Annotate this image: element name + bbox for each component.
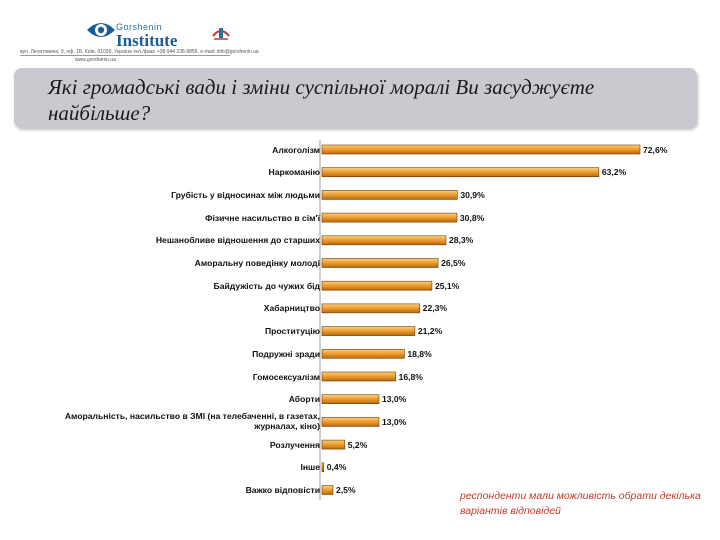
category-label: Розлучення (269, 439, 320, 450)
value-label: 13,0% (381, 394, 407, 405)
category-label: Алкоголізм (272, 144, 320, 155)
logo-address: вул. Леонтовича, 9, оф. 1Б, Київ, 01030,… (20, 49, 259, 55)
bar (321, 394, 380, 405)
category-label: Аморальність, насильство в ЗМІ (на телеб… (64, 411, 320, 432)
value-label: 26,5% (441, 258, 466, 268)
value-label: 25,1% (434, 280, 460, 291)
value-label: 18,8% (407, 348, 432, 359)
category-label: Наркоманію (268, 167, 321, 178)
value-label: 0,4% (326, 462, 347, 473)
value-label: 21,2% (417, 326, 443, 337)
bar (321, 462, 325, 473)
bar (321, 190, 458, 200)
bar (321, 235, 447, 246)
bar (321, 439, 346, 450)
bar (321, 167, 600, 177)
value-label: 30,9% (460, 189, 485, 200)
bar (321, 280, 433, 291)
category-label: Гомосексуалізм (252, 371, 320, 382)
value-label: 72,6% (643, 144, 668, 155)
bar (321, 417, 380, 427)
value-label: 16,8% (398, 371, 423, 382)
bar (321, 144, 641, 155)
category-label: Подружні зради (252, 348, 320, 359)
category-label: Фізичне насильство в сім'ї (205, 212, 320, 223)
logo-divider (20, 55, 230, 56)
category-label: Грубість у відносинах між людьми (171, 189, 320, 200)
category-label: Нешанобливе відношення до старших (155, 235, 320, 246)
bar (321, 258, 439, 268)
title-banner (14, 68, 697, 128)
bar (321, 371, 396, 382)
bar (321, 348, 405, 359)
category-label: Хабарництво (263, 303, 320, 314)
eye-logo-icon (87, 23, 115, 37)
category-label: Важко відповісти (245, 485, 320, 495)
bar (321, 485, 334, 495)
category-label: Байдужість до чужих бід (213, 280, 320, 291)
company-logo: Gorshenin Institute вул. Леонтовича, 9, … (20, 10, 320, 70)
page-title: Які громадські вади і зміни суспільної м… (48, 75, 595, 125)
value-label: 13,0% (381, 416, 407, 427)
value-label: 5,2% (347, 439, 368, 450)
bars-group (321, 144, 641, 495)
emblem-icon (212, 28, 230, 40)
value-label: 22,3% (422, 303, 448, 314)
value-label: 30,8% (459, 212, 485, 223)
bar (321, 212, 458, 223)
logo-name-top: Gorshenin (116, 22, 163, 32)
value-label: 63,2% (601, 167, 627, 178)
category-label: Проституцію (264, 326, 320, 337)
category-label: Аморальну поведінку молоді (194, 258, 320, 268)
category-label: Аборти (288, 394, 320, 405)
category-label: Інше (300, 462, 320, 473)
logo-website: www.gorshenin.ua (75, 57, 116, 63)
respondents-note: респонденти мали можливість обрати декіл… (460, 490, 701, 517)
value-label: 2,5% (335, 485, 356, 495)
bar (321, 326, 416, 336)
logo-name: Institute (116, 31, 178, 50)
value-label: 28,3% (448, 235, 474, 246)
bar (321, 303, 420, 314)
